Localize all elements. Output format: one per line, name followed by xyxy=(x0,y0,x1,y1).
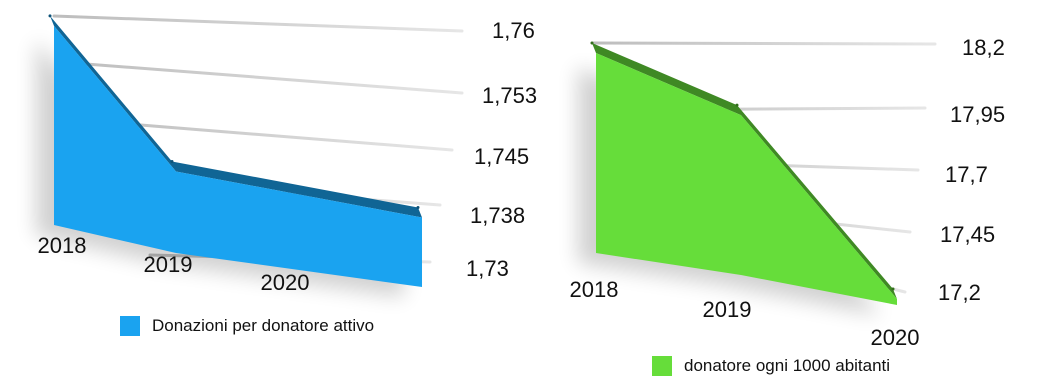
data-point-2020 xyxy=(891,287,895,291)
data-point-2018 xyxy=(48,14,52,18)
y-tick-label: 17,45 xyxy=(940,222,995,247)
chart-1-y-ticks: 1,76 1,753 1,745 1,738 1,73 xyxy=(466,18,537,281)
legend-label-chart-2: donatore ogni 1000 abitanti xyxy=(684,356,891,375)
gridline xyxy=(590,41,937,46)
area-series xyxy=(54,25,422,288)
data-point-2019 xyxy=(735,103,739,107)
chart-1-x-ticks: 2018 2019 2020 xyxy=(38,233,310,295)
chart-2-points xyxy=(590,41,895,291)
chart-donatori-abitanti: 18,2 17,95 17,7 17,45 17,2 2018 2019 2020 xyxy=(570,35,1006,350)
x-tick-label: 2018 xyxy=(38,233,87,258)
data-point-2019 xyxy=(170,159,174,163)
y-tick-label: 17,95 xyxy=(950,102,1005,127)
data-point-2020 xyxy=(416,205,420,209)
y-tick-label: 1,76 xyxy=(492,18,535,43)
chart-2-area-layer xyxy=(592,43,897,305)
y-tick-label: 17,7 xyxy=(945,162,988,187)
area-edge xyxy=(50,15,422,218)
x-tick-label: 2019 xyxy=(144,252,193,277)
chart-donazioni: 1,76 1,753 1,745 1,738 1,73 2018 2019 2020 xyxy=(36,14,537,298)
x-tick-label: 2020 xyxy=(871,325,920,350)
x-tick-label: 2019 xyxy=(703,297,752,322)
legend-swatch-chart-1 xyxy=(120,316,140,336)
chart-2-x-ticks: 2018 2019 2020 xyxy=(570,277,920,350)
data-point-2018 xyxy=(590,41,594,45)
legend-label-chart-1: Donazioni per donatore attivo xyxy=(152,316,375,335)
y-tick-label: 1,73 xyxy=(466,256,509,281)
chart-1-points xyxy=(48,14,420,209)
x-tick-label: 2020 xyxy=(261,270,310,295)
y-tick-label: 18,2 xyxy=(962,35,1005,60)
gridline xyxy=(52,14,464,33)
legend-swatch-chart-2 xyxy=(652,356,672,376)
y-tick-label: 1,753 xyxy=(482,83,537,108)
y-tick-label: 17,2 xyxy=(938,280,981,305)
chart-1-area-layer xyxy=(50,15,422,288)
legend-chart-2: donatore ogni 1000 abitanti xyxy=(652,356,890,376)
y-tick-label: 1,738 xyxy=(470,203,525,228)
gridline xyxy=(58,60,464,95)
legend-chart-1: Donazioni per donatore attivo xyxy=(120,316,374,336)
y-tick-label: 1,745 xyxy=(474,144,529,169)
chart-2-y-ticks: 18,2 17,95 17,7 17,45 17,2 xyxy=(938,35,1005,305)
area-series xyxy=(596,53,897,305)
x-tick-label: 2018 xyxy=(570,277,619,302)
